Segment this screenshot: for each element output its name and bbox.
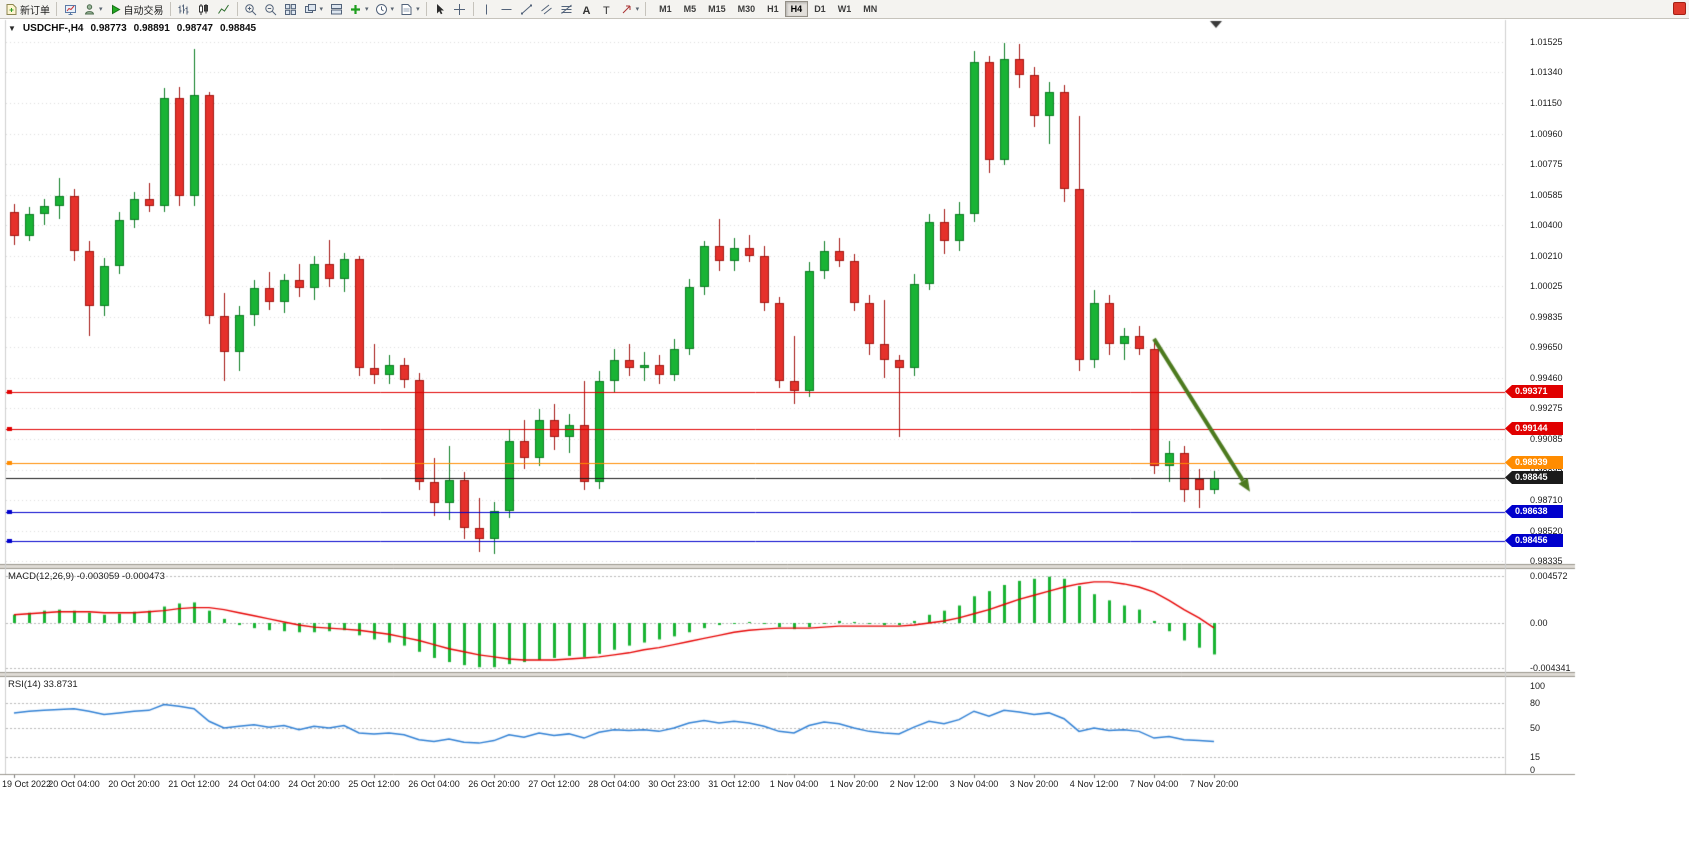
alert-icon[interactable]	[1673, 2, 1686, 15]
arrange-windows-button[interactable]	[326, 1, 346, 18]
new-order-button[interactable]: 新订单	[2, 1, 53, 18]
chart-canvas[interactable]	[0, 0, 1689, 800]
chevron-down-icon: ▾	[416, 6, 420, 13]
auto-trading-label: 自动交易	[123, 5, 164, 17]
candlestick-chart-button[interactable]	[194, 1, 214, 18]
chevron-down-icon: ▾	[635, 6, 640, 13]
chevron-down-icon: ▾	[99, 6, 103, 13]
new-chart-icon	[64, 3, 77, 16]
toolbar-separator	[169, 2, 171, 16]
zoom-out-icon	[264, 3, 277, 16]
text-label-button[interactable]: T	[597, 1, 617, 18]
timeframe-button-m5[interactable]: M5	[678, 1, 703, 17]
candlestick-chart-icon	[197, 3, 210, 16]
text-label-icon: T	[600, 3, 613, 16]
svg-text:T: T	[603, 5, 610, 16]
timeframe-button-m30[interactable]: M30	[732, 1, 762, 17]
profiles-icon	[83, 3, 96, 16]
cascade-windows-icon	[304, 3, 317, 16]
indicators-icon	[349, 3, 362, 16]
one-click-trading-icon[interactable]: ▼	[8, 24, 16, 33]
arrows-icon	[620, 3, 633, 16]
timeframe-button-m1[interactable]: M1	[653, 1, 678, 17]
auto-trading-button[interactable]: 自动交易	[106, 1, 167, 18]
periods-button[interactable]: ▾	[372, 1, 398, 18]
auto-trading-icon	[109, 3, 122, 16]
open-value: 0.98773	[90, 23, 127, 34]
channel-button[interactable]	[537, 1, 557, 18]
chevron-down-icon: ▾	[365, 6, 369, 13]
horizontal-line-icon	[500, 3, 513, 16]
vertical-line-icon	[480, 3, 493, 16]
zoom-out-button[interactable]	[261, 1, 281, 18]
vertical-line-button[interactable]	[477, 1, 497, 18]
close-value: 0.98845	[219, 23, 257, 34]
toolbar-separator	[472, 2, 474, 16]
new-order-icon	[5, 3, 18, 16]
high-value: 0.98891	[133, 23, 170, 34]
low-value: 0.98747	[176, 23, 213, 34]
text-button[interactable]: A	[577, 1, 597, 18]
cursor-icon	[433, 3, 446, 16]
fibonacci-icon	[560, 3, 573, 16]
tile-windows-icon	[284, 3, 297, 16]
toolbar-separator	[645, 2, 647, 16]
zoom-in-icon	[244, 3, 257, 16]
periods-icon	[375, 3, 388, 16]
new-order-label: 新订单	[20, 5, 50, 17]
timeframe-button-w1[interactable]: W1	[832, 1, 858, 17]
line-chart-button[interactable]	[214, 1, 234, 18]
arrange-windows-icon	[330, 3, 343, 16]
tile-windows-button[interactable]	[281, 1, 301, 18]
toolbar-separator	[236, 2, 238, 16]
channel-icon	[540, 3, 553, 16]
new-chart-button[interactable]	[60, 1, 80, 18]
cursor-button[interactable]	[430, 1, 450, 18]
arrows-tool-button[interactable]: ▾	[617, 1, 643, 18]
indicators-button[interactable]: ▾	[346, 1, 372, 18]
line-chart-icon	[217, 3, 230, 16]
svg-text:A: A	[583, 5, 591, 16]
chart-title: ▼ USDCHF-,H4 0.98773 0.98891 0.98747 0.9…	[8, 23, 256, 34]
toolbar: 新订单 ▾ 自动交易 ▾ ▾ ▾ ▾ A T ▾ M1 M5 M15 M30 H…	[0, 0, 1689, 19]
timeframe-toolbar: M1 M5 M15 M30 H1 H4 D1 W1 MN	[653, 1, 883, 17]
toolbar-separator	[56, 2, 57, 16]
timeframe-button-h4[interactable]: H4	[784, 1, 809, 17]
chevron-down-icon: ▾	[319, 6, 324, 13]
crosshair-icon	[453, 3, 466, 16]
timeframe-button-m15[interactable]: M15	[702, 1, 732, 17]
cascade-windows-button[interactable]: ▾	[301, 1, 327, 18]
templates-icon	[400, 3, 413, 16]
profiles-button[interactable]: ▾	[80, 1, 106, 18]
toolbar-separator	[425, 2, 427, 16]
timeframe-button-mn[interactable]: MN	[857, 1, 883, 17]
zoom-in-button[interactable]	[241, 1, 261, 18]
crosshair-button[interactable]	[450, 1, 470, 18]
bar-chart-button[interactable]	[174, 1, 194, 18]
timeframe-button-d1[interactable]: D1	[808, 1, 832, 17]
text-icon: A	[580, 3, 593, 16]
trendline-button[interactable]	[517, 1, 537, 18]
timeframe-button-h1[interactable]: H1	[761, 1, 785, 17]
bar-chart-icon	[177, 3, 190, 16]
fibonacci-button[interactable]	[557, 1, 577, 18]
templates-button[interactable]: ▾	[397, 1, 423, 18]
trendline-icon	[520, 3, 533, 16]
horizontal-line-button[interactable]	[497, 1, 517, 18]
chevron-down-icon: ▾	[390, 6, 395, 13]
symbol-label: USDCHF-,H4	[22, 23, 84, 34]
